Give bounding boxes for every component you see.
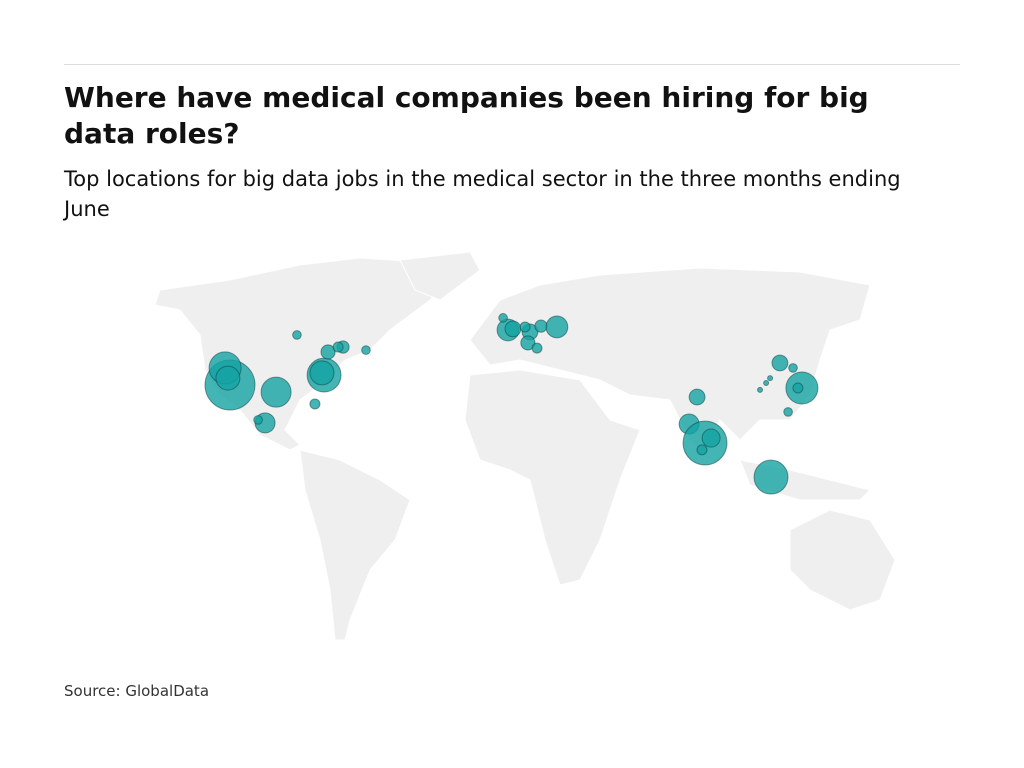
south-america: [299, 449, 411, 641]
bubble: [253, 415, 263, 425]
subtitle: Top locations for big data jobs in the m…: [64, 167, 901, 221]
land: [154, 251, 896, 641]
bubble: [545, 315, 569, 339]
bubble: [757, 386, 764, 393]
bubble: [260, 376, 292, 408]
bubble: [531, 342, 543, 354]
africa: [464, 369, 641, 586]
bubble: [292, 330, 302, 340]
bubble: [332, 341, 344, 353]
title: Where have medical companies been hiring…: [64, 81, 869, 150]
bubble: [753, 459, 789, 495]
bubble: [320, 344, 336, 360]
bubble: [763, 380, 770, 387]
bubble: [361, 345, 371, 355]
source: Source: GlobalData: [64, 682, 210, 700]
bubble: [701, 428, 721, 448]
greenland: [399, 251, 481, 301]
bubble: [792, 382, 804, 394]
bubble: [783, 407, 793, 417]
bubble: [771, 354, 789, 372]
bubble: [688, 388, 706, 406]
top-rule: [64, 64, 960, 65]
bubble: [534, 319, 548, 333]
bubble: [788, 363, 798, 373]
bubble: [696, 444, 708, 456]
eurasia: [469, 267, 871, 451]
north-america: [154, 257, 451, 451]
bubble: [498, 313, 508, 323]
bubble: [519, 321, 531, 333]
bubble: [520, 335, 536, 351]
bubble: [215, 365, 241, 391]
bubble: [309, 360, 335, 386]
australia: [789, 509, 896, 611]
bubble: [504, 320, 522, 338]
bubble: [309, 398, 321, 410]
bubble: [767, 375, 774, 382]
